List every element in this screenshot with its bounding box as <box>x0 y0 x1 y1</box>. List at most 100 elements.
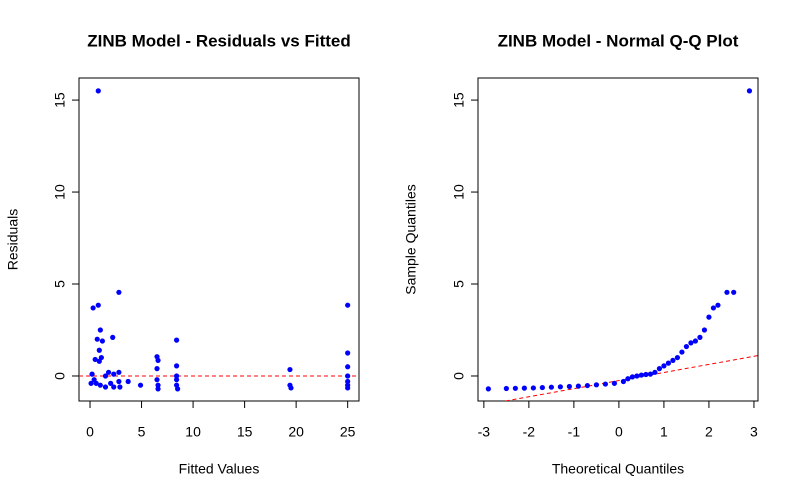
point <box>287 366 293 373</box>
x-tick-label: 15 <box>237 424 253 440</box>
y-tick-label: 10 <box>451 184 467 200</box>
point <box>98 354 104 361</box>
x-tick-label: -3 <box>478 424 491 440</box>
y-tick-label: 15 <box>52 92 68 108</box>
point <box>154 377 160 383</box>
point <box>593 382 599 388</box>
y-tick-label: 5 <box>451 280 467 288</box>
point <box>154 366 160 372</box>
point <box>173 373 180 379</box>
point <box>99 338 105 344</box>
point <box>652 369 658 375</box>
point <box>611 380 617 386</box>
plot-frame <box>477 77 759 402</box>
point <box>706 314 712 320</box>
point <box>97 327 103 333</box>
point <box>683 343 690 350</box>
point <box>116 369 122 375</box>
point <box>155 386 161 392</box>
point <box>155 382 161 388</box>
point <box>102 373 109 379</box>
point <box>701 327 708 333</box>
point <box>692 338 699 344</box>
x-tick-label: -1 <box>568 424 581 440</box>
plot-area <box>485 88 758 401</box>
plot-frame <box>78 77 360 402</box>
point <box>92 356 98 363</box>
point <box>345 385 351 391</box>
x-tick-label: 2 <box>705 424 713 440</box>
point <box>95 302 101 308</box>
point <box>731 289 737 295</box>
point <box>345 364 351 370</box>
point <box>670 357 676 363</box>
point <box>117 384 123 390</box>
point <box>90 305 96 311</box>
x-tick-label: 10 <box>185 424 201 440</box>
point <box>173 363 180 369</box>
point <box>288 385 294 391</box>
point <box>710 305 717 311</box>
point <box>530 385 536 391</box>
x-axis-label: Theoretical Quantiles <box>552 461 684 477</box>
reference-line <box>502 355 758 401</box>
point <box>173 377 180 383</box>
point <box>173 337 180 343</box>
point <box>97 382 103 388</box>
point <box>345 350 351 356</box>
point <box>137 382 144 388</box>
point <box>620 378 627 385</box>
chart-title: ZINB Model - Residuals vs Fitted <box>87 31 351 50</box>
point <box>110 334 116 340</box>
point <box>485 386 491 392</box>
point <box>94 336 100 342</box>
point <box>116 289 122 295</box>
point <box>602 381 608 387</box>
point <box>665 360 672 366</box>
point <box>116 378 122 385</box>
point <box>557 384 563 390</box>
point <box>108 380 114 386</box>
x-tick-label: -2 <box>523 424 536 440</box>
point <box>566 383 572 390</box>
point <box>93 380 99 386</box>
y-tick-label: 5 <box>52 280 68 288</box>
x-tick-label: 0 <box>615 424 623 440</box>
x-tick-label: 1 <box>660 424 668 440</box>
point <box>95 88 101 94</box>
point <box>674 354 681 361</box>
point <box>88 380 94 386</box>
x-tick-label: 5 <box>138 424 146 440</box>
point <box>625 376 631 382</box>
point <box>539 384 545 391</box>
point <box>679 349 685 355</box>
y-tick-label: 15 <box>451 92 467 108</box>
point <box>155 357 161 363</box>
y-tick-label: 0 <box>451 372 467 380</box>
point <box>175 386 181 392</box>
point <box>503 385 509 392</box>
point <box>661 363 667 369</box>
y-tick-label: 10 <box>52 184 68 200</box>
y-tick-label: 0 <box>52 372 68 380</box>
chart-title: ZINB Model - Normal Q-Q Plot <box>498 31 739 50</box>
point <box>746 88 753 94</box>
y-axis-label: Sample Quantiles <box>403 184 419 295</box>
point <box>548 384 554 390</box>
x-tick-label: 0 <box>86 424 94 440</box>
point <box>647 371 654 377</box>
point <box>634 373 640 379</box>
point <box>89 371 95 377</box>
point <box>345 373 351 379</box>
point <box>345 302 351 308</box>
x-tick-label: 25 <box>340 424 356 440</box>
point <box>125 378 131 385</box>
point <box>105 369 112 375</box>
point <box>643 371 649 378</box>
point <box>688 340 694 346</box>
point <box>512 385 518 391</box>
point <box>697 334 703 340</box>
point <box>345 378 351 385</box>
